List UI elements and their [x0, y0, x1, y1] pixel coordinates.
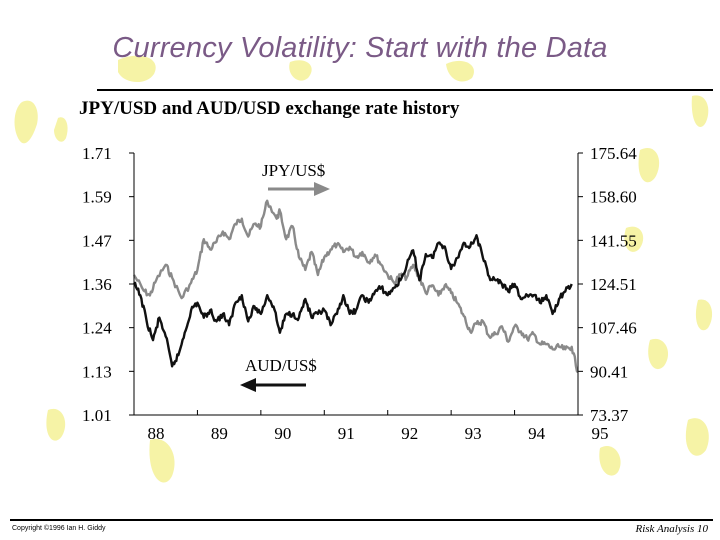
right-tick-label: 107.46: [590, 319, 637, 338]
page-label: Risk Analysis 10: [635, 523, 708, 535]
decor-blob: [46, 408, 66, 441]
left-tick-label: 1.01: [82, 406, 112, 425]
decor-blob: [648, 338, 669, 370]
decor-blob: [691, 95, 709, 127]
slide-title: Currency Volatility: Start with the Data: [112, 32, 608, 64]
left-tick-label: 1.59: [82, 188, 112, 207]
jpy-usd-series-line: [132, 199, 579, 374]
left-axis: 1.71 1.59 1.47 1.36 1.24 1.13 1.01: [82, 144, 134, 425]
decor-blob: [624, 226, 644, 252]
x-axis: 88 89 90 91 92 93 94 95: [133, 410, 609, 443]
left-tick-label: 1.71: [82, 144, 112, 163]
jpy-arrow-right-icon: [314, 182, 330, 196]
decor-blob: [149, 438, 175, 483]
x-tick-label: 93: [465, 424, 482, 443]
right-tick-label: 158.60: [590, 188, 637, 207]
chart-title: JPY/USD and AUD/USD exchange rate histor…: [79, 98, 460, 119]
series-layer: [132, 199, 579, 374]
left-tick-label: 1.47: [82, 231, 112, 250]
x-tick-label: 88: [148, 424, 165, 443]
right-tick-label: 175.64: [590, 144, 637, 163]
right-tick-label: 73.37: [590, 406, 629, 425]
x-tick-label: 90: [274, 424, 291, 443]
decor-blob: [118, 55, 156, 83]
left-tick-label: 1.13: [82, 362, 112, 381]
decor-blob: [599, 446, 621, 476]
decor-blob: [54, 117, 68, 142]
decor-blob: [289, 60, 312, 81]
right-tick-label: 141.55: [590, 231, 637, 250]
decor-blob: [446, 60, 474, 82]
decor-blob: [14, 100, 38, 144]
aud-series-label: AUD/US$: [245, 356, 317, 375]
x-tick-label: 92: [401, 424, 418, 443]
right-tick-label: 90.41: [590, 362, 628, 381]
decor-blob: [685, 418, 709, 456]
right-tick-label: 124.51: [590, 275, 637, 294]
aud-arrow-left-icon: [240, 378, 256, 392]
copyright-notice: Copyright ©1996 Ian H. Giddy: [12, 525, 106, 532]
aud-usd-series-line: [133, 234, 573, 368]
decor-blob: [638, 148, 660, 183]
x-tick-label: 94: [528, 424, 546, 443]
left-tick-label: 1.24: [82, 319, 112, 338]
x-tick-label: 95: [592, 424, 609, 443]
decor-blob: [695, 299, 713, 331]
jpy-series-label: JPY/US$: [262, 161, 325, 180]
right-axis: 175.64 158.60 141.55 124.51 107.46 90.41 73.37: [578, 144, 637, 425]
left-tick-label: 1.36: [82, 275, 112, 294]
x-tick-label: 89: [211, 424, 228, 443]
annotations: JPY/US$ AUD/US$: [240, 161, 330, 392]
x-tick-label: 91: [338, 424, 355, 443]
title-divider: [97, 89, 713, 91]
footer-divider: [10, 519, 713, 521]
